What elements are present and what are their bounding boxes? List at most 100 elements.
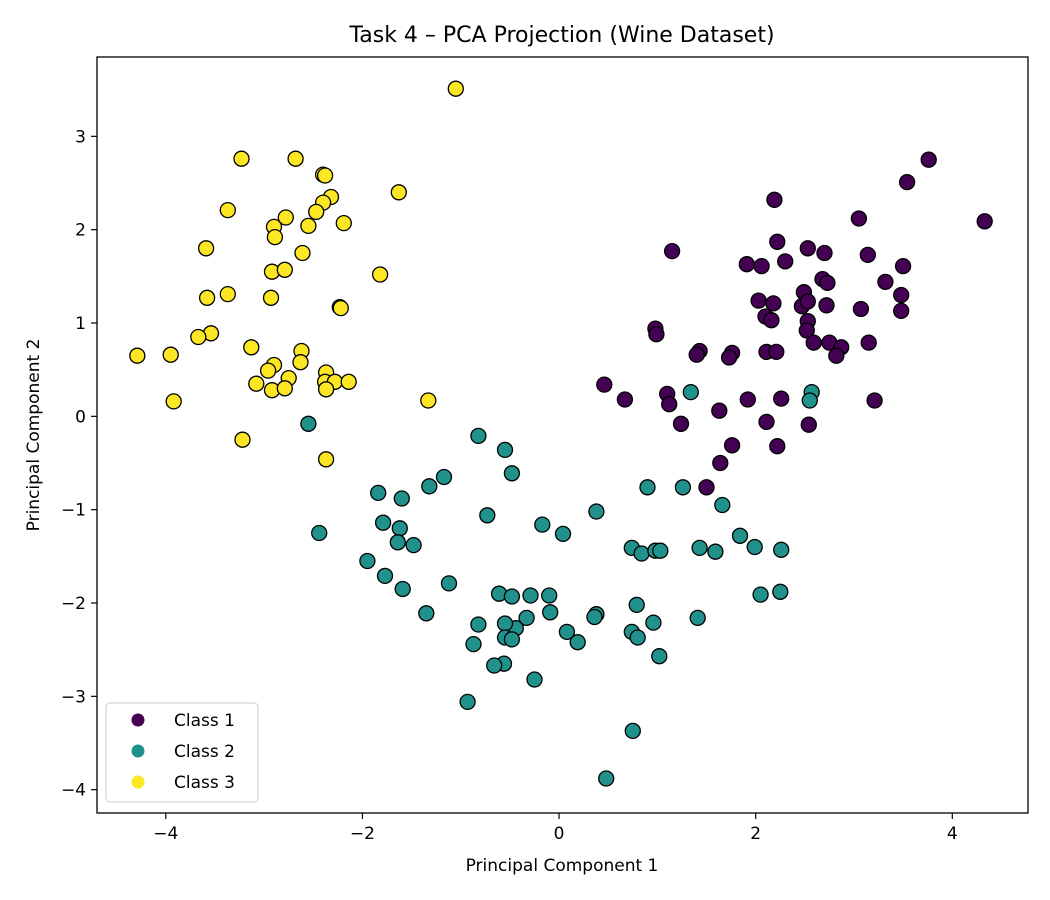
data-point-class-1 <box>805 334 822 351</box>
data-point-class-1 <box>672 415 690 432</box>
data-point-class-3 <box>197 240 215 257</box>
y-tick-label: 2 <box>75 221 86 241</box>
x-tick-label: 4 <box>947 824 958 844</box>
data-point-class-2 <box>772 583 789 600</box>
data-point-class-2 <box>421 478 438 495</box>
data-point-class-3 <box>300 217 317 235</box>
data-point-class-1 <box>723 437 741 454</box>
data-point-class-2 <box>542 604 559 621</box>
data-point-class-1 <box>799 240 816 257</box>
data-point-class-3 <box>129 347 146 364</box>
data-point-class-1 <box>866 392 883 409</box>
data-point-class-1 <box>816 244 833 262</box>
x-tick-label: 2 <box>750 824 761 844</box>
data-point-class-2 <box>486 657 503 674</box>
x-tick-label: 0 <box>554 824 565 844</box>
data-point-class-1 <box>877 273 894 291</box>
data-point-class-3 <box>276 380 293 397</box>
legend-marker-class-1 <box>131 713 145 727</box>
data-point-class-2 <box>773 541 790 558</box>
data-point-class-1 <box>920 151 937 168</box>
data-point-class-2 <box>624 722 641 740</box>
data-point-class-2 <box>689 609 706 627</box>
data-point-class-3 <box>266 228 284 246</box>
data-point-class-1 <box>769 438 786 455</box>
y-tick-label: 3 <box>75 127 86 147</box>
data-point-class-2 <box>496 441 514 459</box>
data-point-class-2 <box>393 490 410 507</box>
data-point-class-3 <box>219 201 236 219</box>
data-point-class-1 <box>720 349 738 366</box>
legend-marker-class-2 <box>131 744 145 758</box>
data-point-class-2 <box>470 427 487 445</box>
data-point-class-2 <box>588 503 605 520</box>
data-point-class-2 <box>503 465 521 482</box>
data-point-class-1 <box>768 343 785 361</box>
data-point-class-2 <box>691 539 708 557</box>
data-point-class-3 <box>259 362 277 379</box>
y-tick-label: −4 <box>61 781 86 801</box>
data-point-class-3 <box>243 339 260 356</box>
data-point-class-2 <box>752 586 769 603</box>
data-point-class-1 <box>893 286 910 304</box>
data-point-class-3 <box>198 289 216 306</box>
data-point-class-2 <box>440 575 458 592</box>
y-tick-label: −1 <box>61 501 86 521</box>
legend-label-class-1: Class 1 <box>174 711 235 731</box>
data-point-class-1 <box>758 413 775 431</box>
legend-box <box>105 702 259 803</box>
data-point-class-2 <box>629 629 646 646</box>
y-tick-label: −3 <box>61 687 86 707</box>
data-point-class-2 <box>541 587 558 604</box>
legend: Class 1 Class 2 Class 3 <box>105 702 259 803</box>
data-point-class-1 <box>799 293 816 310</box>
data-point-class-1 <box>698 479 715 496</box>
data-point-class-3 <box>287 150 304 167</box>
data-point-class-1 <box>898 173 916 191</box>
data-point-class-2 <box>682 383 699 401</box>
legend-entries: Class 1 Class 2 Class 3 <box>131 711 235 793</box>
data-point-class-2 <box>522 587 539 604</box>
data-point-class-2 <box>707 543 724 560</box>
data-point-class-2 <box>503 588 521 605</box>
data-point-class-2 <box>674 479 692 496</box>
data-point-class-2 <box>731 527 749 544</box>
data-point-class-3 <box>332 299 349 317</box>
data-point-class-1 <box>894 257 912 275</box>
data-point-class-2 <box>746 538 763 556</box>
data-point-class-2 <box>628 596 645 614</box>
data-point-class-2 <box>518 609 535 627</box>
data-point-class-1 <box>753 257 770 275</box>
data-point-class-3 <box>317 451 335 468</box>
data-point-class-1 <box>763 312 780 329</box>
points-layer <box>129 80 993 787</box>
data-point-class-2 <box>598 770 615 787</box>
data-point-class-3 <box>317 381 335 398</box>
data-point-class-2 <box>359 552 376 570</box>
x-axis-label: Principal Component 1 <box>466 856 659 876</box>
data-point-class-1 <box>800 416 817 433</box>
data-point-class-3 <box>162 346 179 363</box>
data-point-class-3 <box>292 354 309 371</box>
y-axis-label: Principal Component 2 <box>24 339 44 532</box>
legend-label-class-2: Class 2 <box>174 742 235 762</box>
data-point-class-1 <box>852 300 870 318</box>
data-point-class-3 <box>447 80 464 97</box>
data-point-class-1 <box>648 326 665 343</box>
data-point-class-2 <box>558 623 576 641</box>
data-point-class-3 <box>233 150 250 167</box>
data-point-class-1 <box>777 253 794 270</box>
legend-label-class-3: Class 3 <box>174 773 235 793</box>
data-point-class-3 <box>335 214 352 232</box>
x-tick-label: −2 <box>350 824 375 844</box>
data-point-class-2 <box>714 496 731 514</box>
data-point-class-3 <box>276 261 293 278</box>
data-point-class-1 <box>688 346 705 363</box>
data-point-class-3 <box>308 203 325 221</box>
data-point-class-3 <box>234 431 251 448</box>
data-point-class-3 <box>277 209 294 226</box>
data-point-class-1 <box>765 295 782 312</box>
data-point-class-2 <box>503 631 521 648</box>
data-point-class-2 <box>391 520 408 537</box>
data-point-class-2 <box>370 484 387 502</box>
